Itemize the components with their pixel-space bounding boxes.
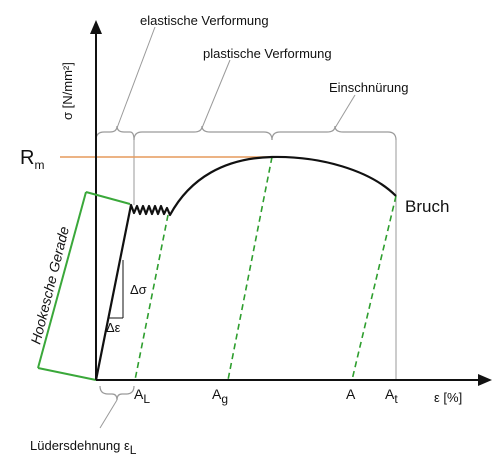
delta-sigma-label: Δσ — [130, 282, 147, 297]
label-al: AL — [134, 386, 150, 406]
label-necking: Einschnürung — [329, 80, 409, 95]
y-axis-arrow — [90, 20, 102, 34]
stress-strain-curve — [94, 155, 397, 381]
label-a: A — [346, 386, 356, 402]
brace-plastic — [133, 125, 273, 141]
y-axis-label: σ [N/mm²] — [60, 62, 75, 120]
label-lueders: Lüdersdehnung εL — [30, 438, 137, 457]
leader-plastic — [201, 59, 231, 129]
label-ag: Ag — [212, 386, 228, 406]
leader-necking — [334, 94, 356, 129]
unload-al — [134, 214, 169, 381]
hooke-line — [37, 191, 87, 369]
brace-necking — [271, 125, 397, 141]
x-axis-label: ε [%] — [434, 390, 462, 405]
unload-ag — [227, 156, 273, 381]
label-elastic: elastische Verformung — [140, 13, 269, 28]
unload-a — [351, 195, 397, 381]
brace-lueders — [99, 385, 135, 401]
label-plastic: plastische Verformung — [203, 46, 332, 61]
hooke-tick-top — [85, 191, 131, 205]
leader-elastic — [116, 26, 156, 129]
delta-eps-label: Δε — [106, 320, 121, 335]
rm-label: Rm — [20, 147, 44, 172]
label-break: Bruch — [405, 197, 449, 216]
label-at: At — [385, 386, 398, 406]
leader-lueders — [99, 399, 118, 429]
hooke-tick-bottom — [37, 367, 97, 381]
x-axis-arrow — [478, 374, 492, 386]
brace-elastic — [95, 125, 135, 141]
